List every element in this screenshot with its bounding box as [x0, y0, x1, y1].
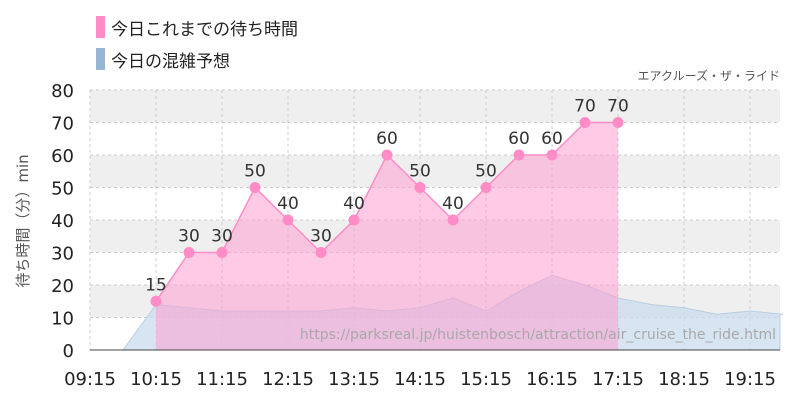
- legend-swatch-actual: [96, 16, 105, 38]
- data-label-4: 40: [277, 194, 299, 214]
- data-label-6: 40: [343, 194, 365, 214]
- x-tick-label-1215: 12:15: [262, 369, 314, 390]
- y-tick-label-0: 0: [63, 341, 74, 362]
- y-tick-label-60: 60: [51, 146, 74, 167]
- data-point-10: [480, 182, 492, 193]
- x-tick-label-1915: 19:15: [724, 369, 776, 390]
- grid-band-5: [90, 155, 780, 188]
- axes: 0 10 20 30 40 50 60 70 80 09:15 10:15 11:15 12:15 13:…: [51, 81, 780, 390]
- y-tick-label-30: 30: [51, 244, 74, 265]
- data-point-7: [381, 149, 393, 161]
- data-label-3: 50: [244, 162, 266, 182]
- legend-item-actual[interactable]: 今日これまでの待ち時間: [96, 16, 298, 40]
- data-point-8: [414, 182, 426, 193]
- y-tick-label-70: 70: [51, 114, 74, 135]
- data-label-14: 70: [607, 97, 629, 117]
- data-label-9: 40: [442, 194, 464, 214]
- grid-band-7: [90, 90, 780, 123]
- actual-area: [156, 122, 618, 350]
- y-tick-label-10: 10: [51, 309, 74, 330]
- legend-swatch-forecast: [96, 48, 105, 70]
- legend-item-forecast[interactable]: 今日の混雑予想: [96, 48, 230, 72]
- y-tick-label-40: 40: [51, 211, 74, 232]
- data-label-12: 60: [541, 129, 563, 149]
- x-tick-label-1715: 17:15: [592, 369, 644, 390]
- data-point-14: [612, 117, 624, 128]
- x-tick-label-1315: 13:15: [328, 369, 380, 390]
- y-tick-label-80: 80: [51, 81, 74, 102]
- data-point-0: [150, 295, 162, 307]
- data-label-11: 60: [508, 129, 530, 149]
- x-tick-label-1415: 14:15: [394, 369, 446, 390]
- data-point-4: [282, 214, 294, 226]
- data-point-1: [183, 247, 195, 258]
- data-label-5: 30: [310, 227, 332, 247]
- y-axis-label: 待ち時間（分）min: [14, 154, 32, 287]
- data-label-2: 30: [211, 227, 233, 247]
- data-label-8: 50: [409, 162, 431, 182]
- legend-label-forecast: 今日の混雑予想: [111, 51, 230, 72]
- x-tick-label-0915: 09:15: [64, 369, 116, 390]
- data-label-1: 30: [178, 227, 200, 247]
- x-tick-label-1015: 10:15: [130, 369, 182, 390]
- data-point-3: [249, 182, 261, 193]
- data-point-12: [546, 149, 558, 161]
- x-tick-label-1115: 11:15: [196, 369, 248, 390]
- attraction-name: エアクルーズ・ザ・ライド: [638, 68, 780, 83]
- data-label-13: 70: [574, 97, 596, 117]
- x-tick-label-1615: 16:15: [526, 369, 578, 390]
- y-tick-label-50: 50: [51, 179, 74, 200]
- data-label-0: 15: [145, 275, 167, 295]
- x-tick-label-1815: 18:15: [658, 369, 710, 390]
- grid-band-6: [90, 122, 780, 155]
- data-point-6: [348, 214, 360, 226]
- x-tick-label-1515: 15:15: [460, 369, 512, 390]
- y-tick-label-20: 20: [51, 276, 74, 297]
- data-label-10: 50: [475, 162, 497, 182]
- legend-label-actual: 今日これまでの待ち時間: [111, 19, 298, 40]
- data-point-11: [513, 149, 525, 161]
- data-point-13: [579, 117, 591, 128]
- actual-series: 15 30 30 50 40 30 40 60 50 40 50 60 60 70 70: [145, 97, 629, 350]
- data-point-5: [315, 247, 327, 258]
- data-point-2: [216, 247, 228, 258]
- source-watermark: https://parksreal.jp/huistenbosch/attrac…: [300, 327, 776, 343]
- data-point-9: [447, 214, 459, 226]
- data-label-7: 60: [376, 129, 398, 149]
